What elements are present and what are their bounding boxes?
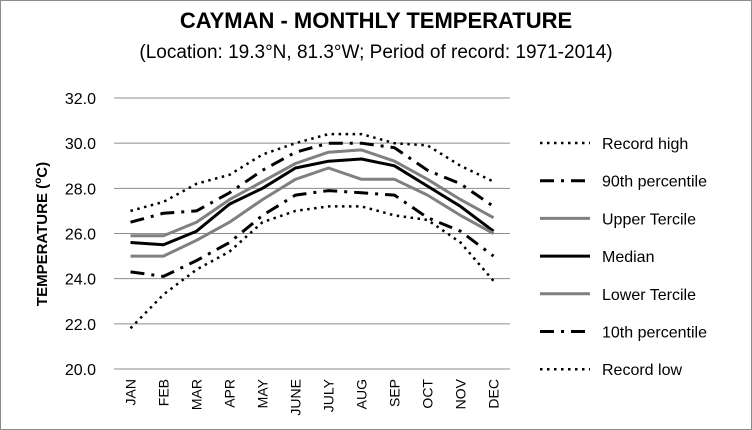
legend-label: Upper Tercile [602, 211, 696, 228]
x-tick-label: DEC [486, 379, 502, 409]
series-lines [129, 132, 495, 330]
y-tick-label: 22.0 [65, 317, 96, 334]
legend-label: 90th percentile [602, 174, 707, 191]
y-tick-label: 32.0 [65, 91, 96, 108]
chart-subtitle: (Location: 19.3°N, 81.3°W; Period of rec… [139, 42, 613, 63]
series-line-median [130, 157, 495, 247]
legend: Record high 90th percentile Upper Tercile M… [540, 136, 707, 379]
legend-label: Median [602, 249, 654, 266]
x-tick-label: OCT [420, 379, 436, 409]
series-line-record-high [130, 132, 495, 213]
y-tick-label: 20.0 [65, 362, 96, 379]
y-tick-label: 30.0 [65, 136, 96, 153]
series-line-90th-percentile [130, 141, 495, 224]
x-tick-label: MAY [255, 378, 271, 408]
series-line-10th-percentile [130, 189, 495, 278]
x-tick-label: JUNE [288, 379, 304, 416]
legend-label: Record low [602, 362, 682, 379]
y-tick-label: 26.0 [65, 227, 96, 244]
y-tick-label: 28.0 [65, 181, 96, 198]
x-tick-label: MAR [189, 379, 205, 410]
y-axis-ticks: 20.0 22.0 24.0 26.0 28.0 30.0 32.0 [65, 91, 96, 379]
legend-label: Record high [602, 136, 688, 153]
y-tick-label: 24.0 [65, 272, 96, 289]
x-tick-label: SEP [387, 379, 403, 407]
series-line-upper-tercile [130, 148, 495, 238]
x-tick-label: FEB [156, 379, 172, 406]
series-line-record-low [129, 205, 495, 330]
x-tick-label: JULY [321, 378, 337, 412]
x-axis-ticks: JAN FEB MAR APR MAY JUNE JULY AUG SEP OCT NOV DEC [123, 378, 502, 415]
x-tick-label: AUG [354, 379, 370, 409]
y-axis-title: TEMPERATURE (oC) [33, 162, 51, 306]
x-tick-label: APR [222, 379, 238, 408]
x-tick-label: JAN [123, 379, 139, 405]
x-tick-label: NOV [453, 378, 469, 409]
legend-label: 10th percentile [602, 325, 707, 342]
series-line-lower-tercile [130, 166, 495, 258]
chart-title: CAYMAN - MONTHLY TEMPERATURE [179, 8, 573, 33]
legend-label: Lower Tercile [602, 287, 696, 304]
